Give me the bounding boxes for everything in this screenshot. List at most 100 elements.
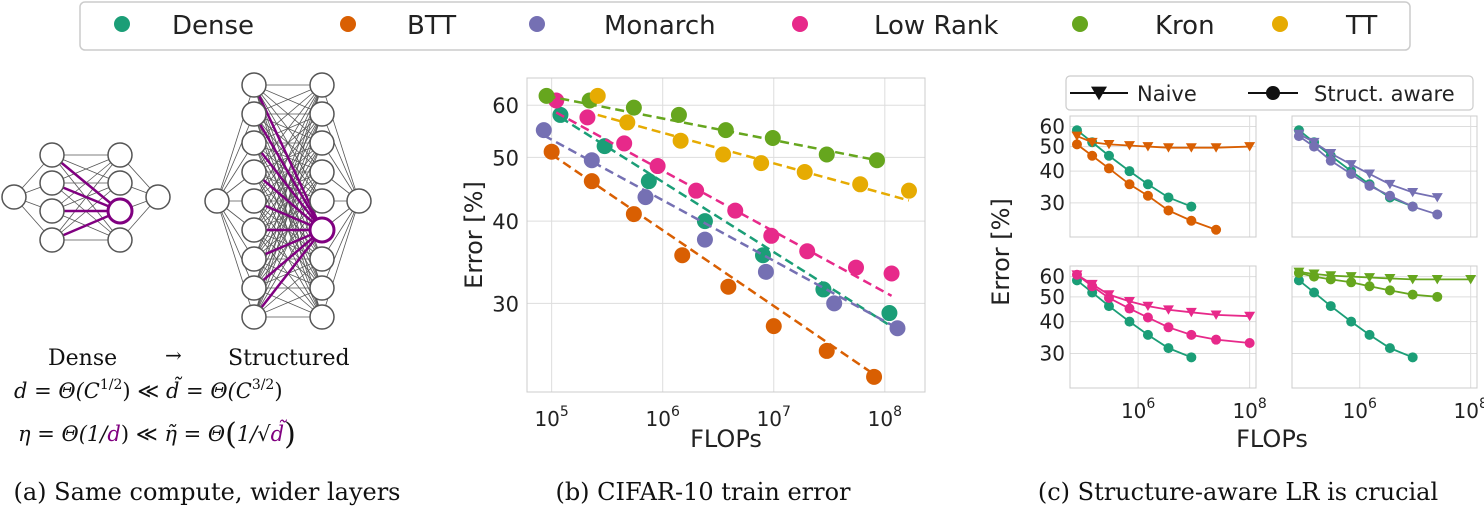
data-point-naive <box>1345 272 1357 282</box>
data-point-kron <box>625 99 642 116</box>
data-point-low-rank <box>727 202 744 219</box>
data-point-dense <box>1407 352 1418 363</box>
data-point-low-rank <box>688 182 705 199</box>
data-point-btt <box>543 143 560 160</box>
highlight-edge <box>253 171 323 231</box>
network-edge <box>321 200 360 289</box>
eq-eta-paren-close: ) <box>284 417 296 452</box>
data-point-dense <box>1186 201 1197 212</box>
data-point-dense <box>1142 179 1153 190</box>
data-point-dense <box>1124 316 1135 327</box>
neuron <box>309 101 335 127</box>
tick-exponent: 6 <box>1368 396 1377 412</box>
fit-line-low-rank <box>555 111 893 297</box>
tick-base: 10 <box>646 407 671 431</box>
neuron <box>39 170 65 196</box>
data-point-naive <box>1086 137 1098 148</box>
data-point-monarch <box>826 295 843 312</box>
tick-label: 60 <box>1040 114 1065 138</box>
series-line-naive <box>1076 135 1250 149</box>
data-point-tt <box>589 87 606 104</box>
eq-d-right-exp: 3/2 <box>252 377 275 393</box>
neuron <box>204 188 230 214</box>
data-point-naive <box>1465 274 1477 285</box>
legend-marker-tt <box>1272 16 1288 32</box>
data-point-naive <box>1325 271 1337 281</box>
tick-label: 106 <box>1121 396 1155 423</box>
data-point-low-rank <box>649 158 666 175</box>
data-point-naive <box>1364 273 1376 283</box>
tick-label: 30 <box>492 292 519 316</box>
tick-label: 108 <box>1453 396 1484 423</box>
plot-frame <box>526 77 926 393</box>
data-point-struct-aware <box>1071 139 1082 150</box>
neuron <box>309 275 335 301</box>
legend-marker-monarch <box>529 16 545 32</box>
data-point-monarch <box>696 231 713 248</box>
data-point-dense <box>1293 275 1304 286</box>
label-structured: Structured <box>228 346 350 371</box>
data-point-struct-aware <box>1244 337 1255 348</box>
data-point-low-rank <box>579 109 596 126</box>
data-point-btt <box>625 206 642 223</box>
legend-label-tt: TT <box>1345 11 1377 41</box>
panel-a-diagram <box>1 72 372 330</box>
data-point-dense <box>1163 192 1174 203</box>
highlight-neuron <box>308 216 336 244</box>
fit-line-btt <box>550 153 875 376</box>
legend-label-dense: Dense <box>172 11 254 41</box>
tick-base: 10 <box>1453 399 1478 423</box>
eq-d-left-exp: 1/2 <box>100 377 123 393</box>
neuron <box>39 227 65 253</box>
tick-exponent: 8 <box>1258 396 1267 412</box>
eq-eta-left-var: d <box>107 422 120 446</box>
eq-d-end: ) <box>274 379 282 403</box>
caption-a: (a) Same compute, wider layers <box>14 478 401 506</box>
data-point-naive <box>1071 270 1083 280</box>
panel-a-text: Dense → Structured d = Θ(C1/2) ≪ d̃ = Θ(… <box>14 343 401 506</box>
data-point-dense <box>1364 329 1375 340</box>
data-point-struct-aware <box>1163 322 1174 333</box>
data-point-naive <box>1431 274 1443 285</box>
data-point-struct-aware <box>1103 163 1114 174</box>
neuron <box>145 184 171 210</box>
tick-label: 30 <box>1040 342 1065 366</box>
neuron <box>241 159 267 185</box>
eq-eta-frac: 1/√ <box>237 422 271 446</box>
data-point-kron <box>818 146 835 163</box>
tick-label: 40 <box>492 210 519 234</box>
neuron <box>309 130 335 156</box>
data-point-naive <box>1071 131 1083 142</box>
data-point-struct-aware <box>1407 201 1418 212</box>
data-point-dense <box>1103 301 1114 312</box>
tick-label: 105 <box>534 404 568 431</box>
data-point-struct-aware <box>1364 180 1375 191</box>
data-point-tt <box>900 182 917 199</box>
data-point-naive <box>1142 142 1154 152</box>
x-axis-label: FLOPs <box>1236 425 1308 453</box>
data-point-struct-aware <box>1124 303 1135 314</box>
data-point-naive <box>1142 301 1154 312</box>
y-axis-label: Error [%] <box>460 181 488 289</box>
data-point-dense <box>1325 301 1336 312</box>
data-point-struct-aware <box>1346 277 1357 288</box>
data-point-naive <box>1185 307 1197 318</box>
eq-d-left: d = Θ(C <box>14 379 100 403</box>
equation-width: d = Θ(C1/2) ≪ d̃ = Θ(C3/2) <box>14 376 283 403</box>
highlight-edge <box>51 154 121 212</box>
tick-base: 10 <box>868 407 893 431</box>
data-point-dense <box>1346 316 1357 327</box>
data-point-tt <box>753 155 770 172</box>
eq-d-mid: ) ≪ <box>122 379 166 403</box>
data-point-struct-aware <box>1087 150 1098 161</box>
data-point-naive <box>1162 305 1174 315</box>
neuron <box>241 130 267 156</box>
legend-label-low-rank: Low Rank <box>874 11 998 41</box>
data-point-dense <box>1384 343 1395 354</box>
data-point-naive <box>1185 143 1197 153</box>
data-point-kron <box>717 122 734 139</box>
neuron <box>309 188 335 214</box>
data-point-dense <box>596 138 613 155</box>
data-point-naive <box>1244 142 1256 152</box>
data-point-struct-aware <box>1432 209 1443 220</box>
